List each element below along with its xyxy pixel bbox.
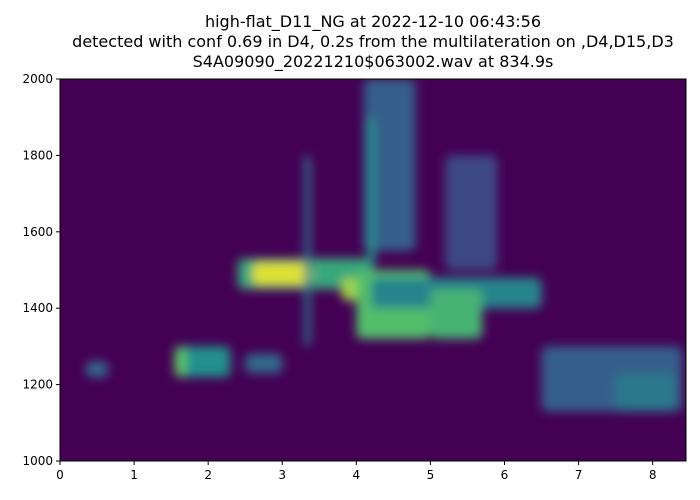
y-tick-label: 1200 — [22, 378, 53, 392]
energy-region-11 — [445, 155, 498, 270]
x-tick-label: 4 — [353, 468, 361, 482]
energy-region-1 — [174, 346, 231, 377]
x-tick-label: 2 — [204, 468, 212, 482]
energy-region-2 — [174, 346, 186, 377]
energy-region-5 — [252, 262, 312, 286]
energy-region-8 — [363, 79, 416, 251]
title-line-2: detected with conf 0.69 in D4, 0.2s from… — [72, 32, 674, 51]
chart-title: high-flat_D11_NG at 2022-12-10 06:43:56 … — [0, 12, 700, 72]
x-tick-label: 1 — [130, 468, 138, 482]
y-tick-label: 1800 — [22, 148, 53, 162]
x-tick-label: 0 — [56, 468, 64, 482]
y-tick-label: 1000 — [22, 454, 53, 468]
energy-region-14 — [304, 155, 311, 347]
energy-region-10 — [430, 289, 483, 339]
energy-region-15 — [367, 117, 375, 270]
energy-region-13 — [615, 373, 675, 412]
y-tick-label: 2000 — [22, 72, 53, 86]
title-line-3: S4A09090_20221210$063002.wav at 834.9s — [192, 52, 554, 71]
x-tick-label: 8 — [649, 468, 657, 482]
energy-region-0 — [85, 361, 109, 377]
x-tick-label: 7 — [575, 468, 583, 482]
y-tick-label: 1400 — [22, 301, 53, 315]
y-tick-label: 1600 — [22, 225, 53, 239]
axes-frame — [59, 78, 687, 462]
x-tick-label: 3 — [278, 468, 286, 482]
x-tick-label: 5 — [427, 468, 435, 482]
x-tick-label: 6 — [501, 468, 509, 482]
title-line-1: high-flat_D11_NG at 2022-12-10 06:43:56 — [204, 12, 542, 31]
energy-region-3 — [245, 354, 283, 374]
